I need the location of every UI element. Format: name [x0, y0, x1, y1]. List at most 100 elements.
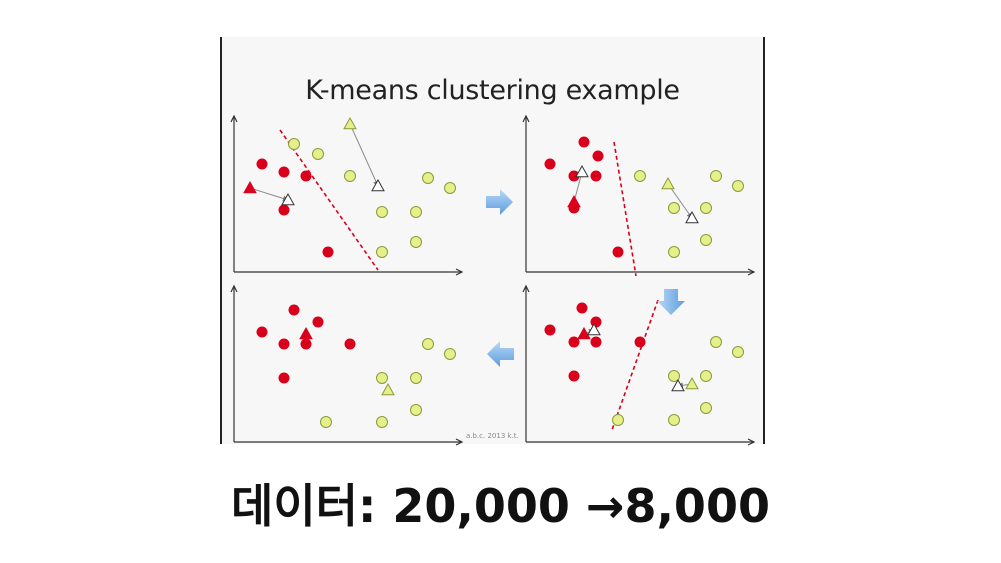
yellow-point [634, 170, 646, 182]
yellow-point [668, 202, 680, 214]
panel-iteration-3 [522, 284, 756, 446]
yellow-point [732, 346, 744, 358]
watermark: a.b.c. 2013 k.t. [466, 432, 519, 440]
left-arrow-shape [487, 341, 514, 367]
y-axis-arrow [230, 114, 238, 123]
x-axis-arrow [455, 268, 464, 276]
caption: 데이터: 20,000 →8,000 [231, 479, 770, 533]
scatter-plot [230, 284, 464, 446]
red-point [568, 370, 580, 382]
previous-centroid [587, 322, 601, 336]
red-point [278, 372, 290, 384]
red-point [568, 336, 580, 348]
yellow-point [668, 414, 680, 426]
panel-iteration-1 [230, 114, 464, 276]
red-point [576, 302, 588, 314]
kmeans-figure: K-means clustering example [220, 37, 765, 444]
red-point [300, 338, 312, 350]
red-point [278, 166, 290, 178]
red-point [256, 158, 268, 170]
yellow-point [612, 414, 624, 426]
yellow-centroid [661, 176, 675, 190]
previous-centroid [685, 210, 699, 224]
x-axis-arrow [747, 438, 756, 446]
yellow-point [288, 138, 300, 150]
yellow-point [444, 348, 456, 360]
red-point [312, 316, 324, 328]
red-centroid [577, 326, 591, 340]
panel-iteration-4 [230, 284, 464, 446]
yellow-point [410, 206, 422, 218]
yellow-point [444, 182, 456, 194]
yellow-point [668, 246, 680, 258]
red-point [592, 150, 604, 162]
x-axis-arrow [455, 438, 464, 446]
yellow-point [410, 236, 422, 248]
red-point [322, 246, 334, 258]
yellow-point [732, 180, 744, 192]
centroid-move-arrow [349, 123, 379, 187]
yellow-centroid [685, 376, 699, 390]
cluster-boundary [611, 299, 659, 431]
panel-iteration-2 [522, 114, 756, 277]
scatter-plot [522, 284, 756, 446]
red-point [278, 338, 290, 350]
previous-centroid [371, 178, 385, 192]
red-point [544, 158, 556, 170]
yellow-point [320, 416, 332, 428]
yellow-point [344, 170, 356, 182]
y-axis-arrow [522, 114, 530, 123]
yellow-point [700, 370, 712, 382]
red-centroid [567, 194, 581, 208]
yellow-point [312, 148, 324, 160]
y-axis-arrow [230, 284, 238, 293]
red-point [612, 246, 624, 258]
scatter-plot [230, 114, 464, 276]
cluster-boundary [613, 141, 637, 277]
red-point [590, 170, 602, 182]
yellow-point [422, 338, 434, 350]
red-point [578, 136, 590, 148]
yellow-point [410, 404, 422, 416]
red-point [288, 304, 300, 316]
left-arrow-icon [487, 341, 514, 367]
cluster-boundary [279, 129, 379, 271]
yellow-point [710, 336, 722, 348]
yellow-centroid [343, 116, 357, 130]
right-arrow-icon [486, 189, 513, 215]
yellow-point [700, 202, 712, 214]
yellow-point [700, 234, 712, 246]
yellow-point [376, 206, 388, 218]
yellow-point [376, 416, 388, 428]
red-point [568, 170, 580, 182]
red-point [590, 316, 602, 328]
red-centroid [243, 180, 257, 194]
down-arrow-icon [657, 289, 685, 315]
previous-centroid [671, 378, 685, 392]
red-point [344, 338, 356, 350]
red-point [590, 336, 602, 348]
right-arrow-shape [486, 189, 513, 215]
down-arrow-shape [657, 289, 685, 315]
yellow-point [700, 402, 712, 414]
scatter-plot [522, 114, 756, 277]
red-centroid [299, 326, 313, 340]
centroid-move-arrow [667, 183, 693, 219]
y-axis-arrow [522, 284, 530, 293]
yellow-point [422, 172, 434, 184]
centroid-move-arrow [249, 187, 289, 202]
yellow-point [376, 372, 388, 384]
red-point [544, 324, 556, 336]
yellow-point [376, 246, 388, 258]
red-point [256, 326, 268, 338]
red-point [278, 204, 290, 216]
red-point [300, 170, 312, 182]
yellow-point [410, 372, 422, 384]
red-point [634, 336, 646, 348]
figure-title: K-means clustering example [305, 75, 680, 106]
yellow-point [668, 370, 680, 382]
yellow-centroid [381, 382, 395, 396]
x-axis-arrow [747, 268, 756, 276]
yellow-point [710, 170, 722, 182]
previous-centroid [575, 164, 589, 178]
